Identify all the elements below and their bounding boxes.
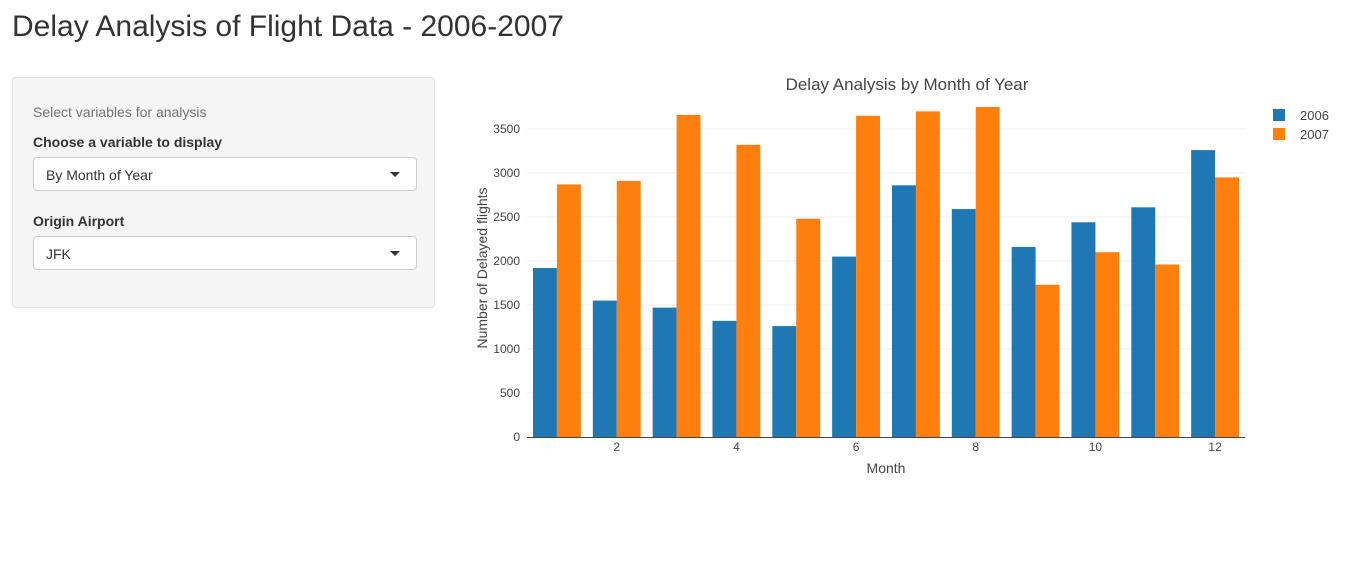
chevron-down-icon bbox=[390, 251, 400, 256]
chart-svg: 0 500 1000 1500 2000 2500 3000 3500 2 4 6 8 10 12 De… bbox=[474, 75, 1329, 476]
bar-2007-month-1[interactable] bbox=[556, 184, 581, 437]
bar-2006-month-3[interactable] bbox=[652, 307, 677, 437]
page-title: Delay Analysis of Flight Data - 2006-200… bbox=[12, 10, 564, 43]
chevron-down-icon bbox=[390, 172, 400, 177]
variable-select-value: By Month of Year bbox=[46, 167, 153, 183]
origin-select-value: JFK bbox=[46, 246, 71, 262]
sidebar-help-text: Select variables for analysis bbox=[33, 104, 207, 120]
y-tick-label: 500 bbox=[500, 386, 520, 400]
y-tick-label: 2000 bbox=[493, 254, 520, 268]
variable-select[interactable]: By Month of Year bbox=[33, 157, 417, 191]
y-tick-label: 3000 bbox=[493, 166, 520, 180]
bar-2006-month-9[interactable] bbox=[1011, 246, 1036, 437]
x-tick-label: 4 bbox=[733, 440, 740, 454]
bar-2007-month-11[interactable] bbox=[1155, 264, 1180, 437]
y-tick-label: 1500 bbox=[493, 298, 520, 312]
bar-2007-month-5[interactable] bbox=[796, 218, 821, 437]
x-axis-ticks: 2 4 6 8 10 12 bbox=[613, 440, 1222, 454]
legend-label-2007[interactable]: 2007 bbox=[1300, 127, 1329, 142]
bar-2006-month-6[interactable] bbox=[832, 256, 857, 437]
bar-2007-month-8[interactable] bbox=[975, 107, 1000, 437]
chart-title: Delay Analysis by Month of Year bbox=[786, 75, 1029, 94]
bar-2006-month-10[interactable] bbox=[1071, 222, 1096, 437]
y-tick-label: 0 bbox=[513, 430, 520, 444]
y-axis-label: Number of Delayed flights bbox=[474, 187, 490, 348]
origin-select-label: Origin Airport bbox=[33, 213, 125, 229]
bar-chart[interactable]: 0 500 1000 1500 2000 2500 3000 3500 2 4 6 8 10 12 De… bbox=[460, 62, 1359, 492]
bar-2006-month-7[interactable] bbox=[891, 185, 916, 437]
bar-2007-month-6[interactable] bbox=[856, 115, 881, 438]
legend-swatch-2006[interactable] bbox=[1273, 109, 1285, 121]
x-tick-label: 2 bbox=[613, 440, 620, 454]
y-tick-label: 3500 bbox=[493, 122, 520, 136]
bar-2006-month-2[interactable] bbox=[592, 300, 617, 437]
bar-2007-month-7[interactable] bbox=[915, 111, 940, 438]
y-tick-label: 1000 bbox=[493, 342, 520, 356]
legend[interactable]: 2006 2007 bbox=[1273, 108, 1329, 142]
bar-2007-month-9[interactable] bbox=[1035, 284, 1060, 437]
variable-select-label: Choose a variable to display bbox=[33, 134, 223, 150]
sidebar-panel: Select variables for analysis Choose a v… bbox=[12, 77, 435, 308]
bar-2007-month-2[interactable] bbox=[616, 180, 641, 438]
bar-2006-month-5[interactable] bbox=[772, 326, 797, 437]
origin-airport-select[interactable]: JFK bbox=[33, 236, 417, 270]
bar-2007-month-10[interactable] bbox=[1095, 252, 1120, 437]
gridlines bbox=[527, 128, 1245, 394]
bar-2006-month-12[interactable] bbox=[1191, 150, 1216, 437]
bar-2006-month-4[interactable] bbox=[712, 320, 737, 437]
x-tick-label: 12 bbox=[1208, 440, 1222, 454]
y-tick-label: 2500 bbox=[493, 210, 520, 224]
bar-2006-month-11[interactable] bbox=[1131, 207, 1156, 437]
bar-2006-month-1[interactable] bbox=[532, 268, 557, 437]
x-axis-label: Month bbox=[867, 460, 906, 476]
x-tick-label: 6 bbox=[853, 440, 860, 454]
bar-2007-month-4[interactable] bbox=[736, 144, 761, 437]
y-axis-ticks: 0 500 1000 1500 2000 2500 3000 3500 bbox=[493, 122, 520, 444]
x-tick-label: 8 bbox=[972, 440, 979, 454]
x-tick-label: 10 bbox=[1089, 440, 1103, 454]
bars bbox=[532, 107, 1240, 438]
legend-swatch-2007[interactable] bbox=[1273, 128, 1285, 140]
bar-2007-month-3[interactable] bbox=[676, 114, 701, 438]
bar-2007-month-12[interactable] bbox=[1215, 177, 1240, 437]
legend-label-2006[interactable]: 2006 bbox=[1300, 108, 1329, 123]
bar-2006-month-8[interactable] bbox=[951, 209, 976, 437]
